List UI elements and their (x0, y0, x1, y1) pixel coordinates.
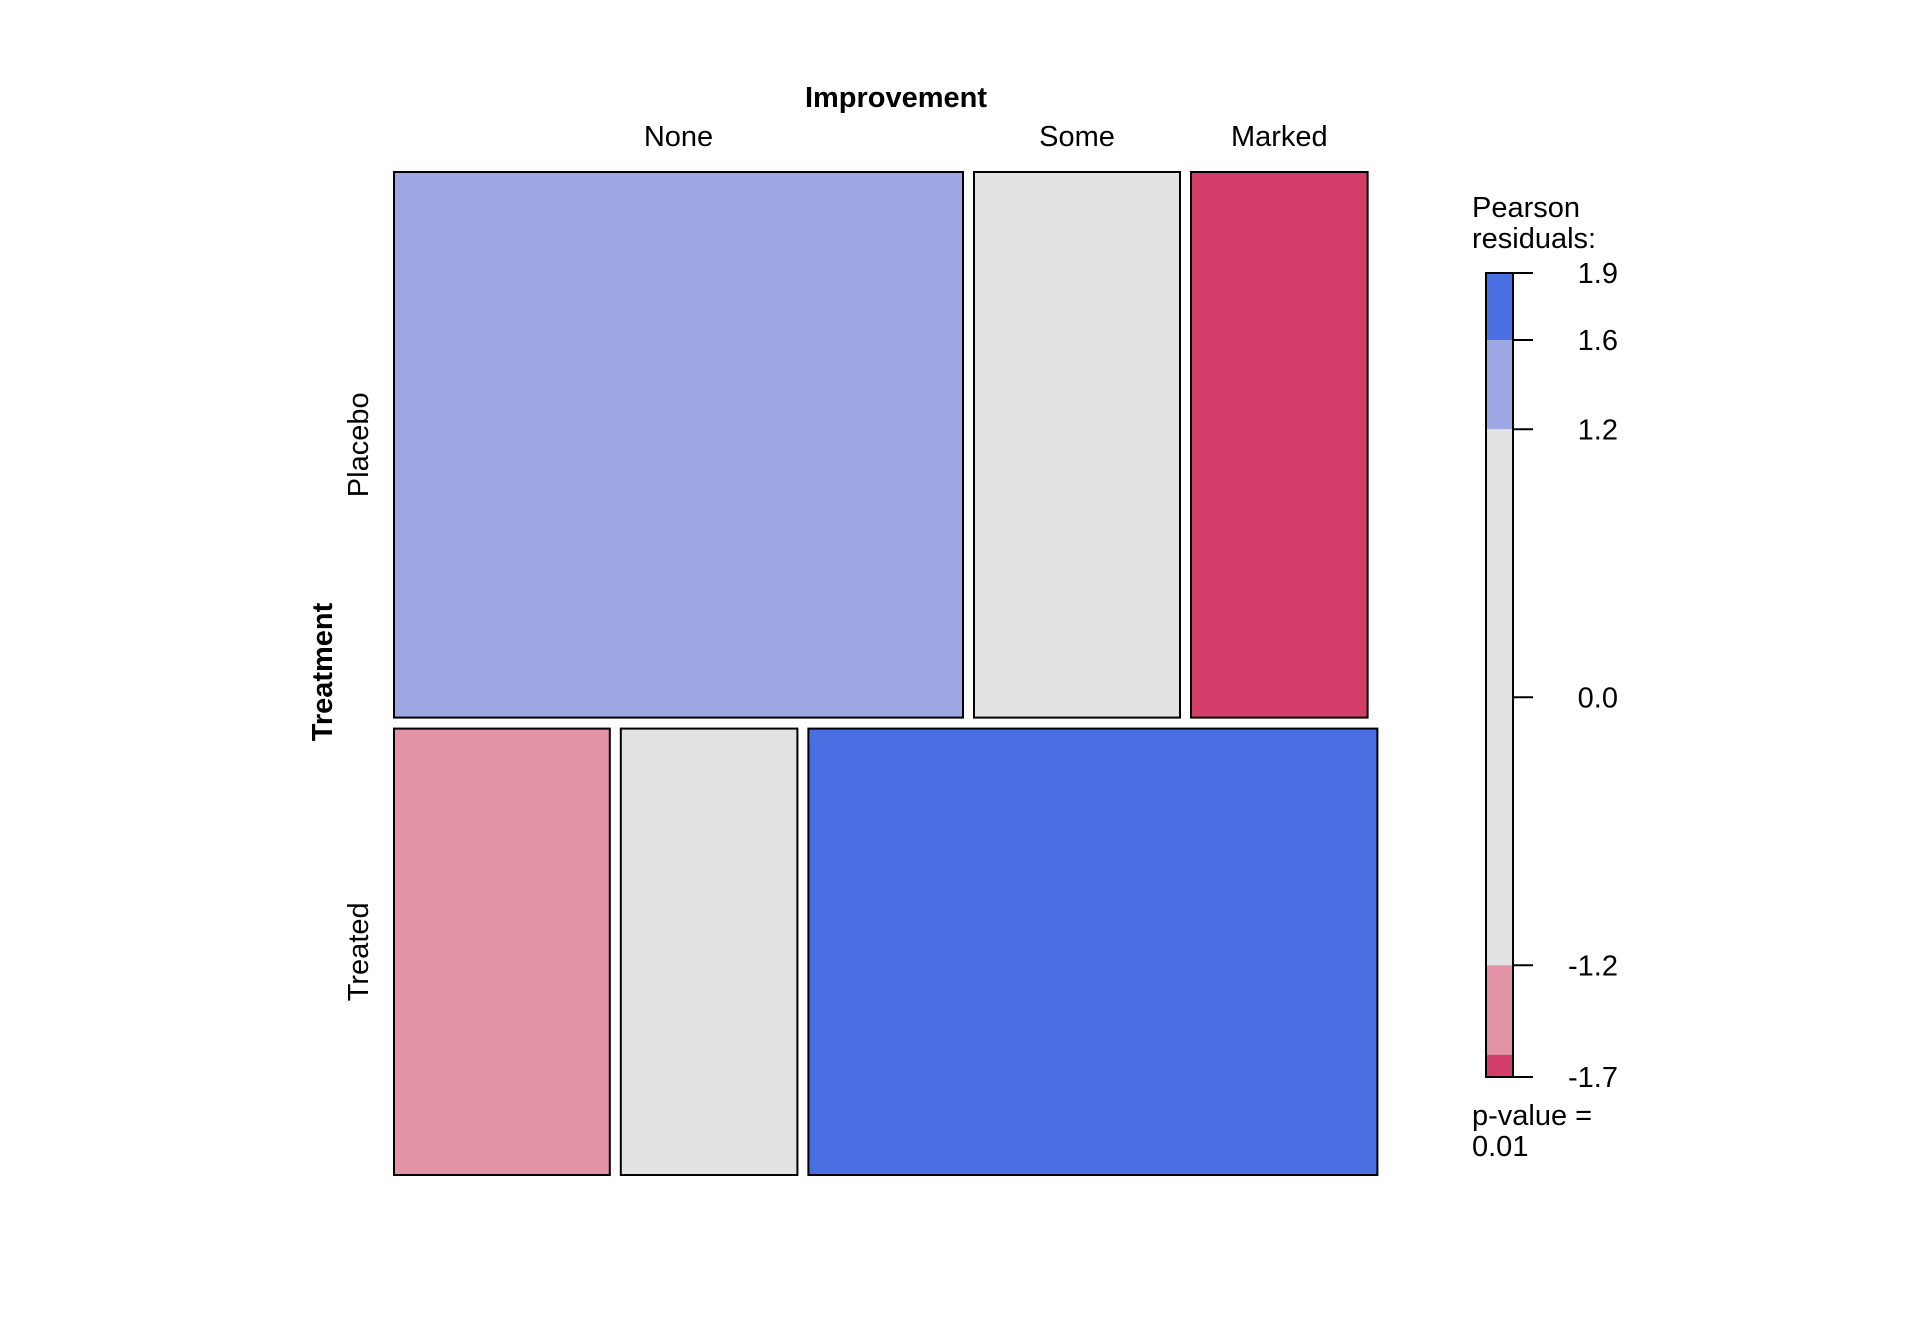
tile-placebo-some (973, 171, 1181, 719)
column-label-some: Some (1039, 121, 1115, 153)
column-label-marked: Marked (1231, 121, 1328, 153)
column-variable-title: Improvement (805, 82, 987, 114)
legend-tick-label: 1.9 (1578, 258, 1618, 290)
pvalue-label-line1: p-value = (1472, 1100, 1592, 1132)
tile-placebo-marked (1190, 171, 1369, 719)
legend-band-2 (1486, 429, 1513, 966)
tile-placebo-none (393, 171, 964, 719)
row-label-treated: Treated (343, 902, 375, 1001)
legend-band-1 (1486, 340, 1513, 430)
legend-frame (1485, 272, 1514, 1078)
tile-treated-some (619, 727, 799, 1176)
legend-title-line2: residuals: (1472, 223, 1596, 255)
row-variable-title: Treatment (307, 602, 339, 741)
legend-band-4 (1486, 1054, 1513, 1077)
column-labels: None Some Marked (644, 121, 1328, 153)
legend-band-0 (1486, 273, 1513, 340)
legend-tick-label: -1.2 (1568, 950, 1618, 982)
legend-title-line1: Pearson (1472, 192, 1580, 224)
row-labels: Placebo Treated (343, 392, 375, 1001)
legend-tick-label: 1.2 (1578, 414, 1618, 446)
legend-ticks: 1.9 1.6 1.2 0.0 -1.2 -1.7 (1513, 258, 1618, 1094)
legend-color-bands (1486, 273, 1513, 1077)
residual-legend: Pearson residuals: 1.91.61.20.0-1.2-1.7 … (1472, 192, 1618, 1163)
tile-treated-marked (807, 727, 1379, 1176)
column-label-none: None (644, 121, 713, 153)
tile-treated-none (393, 727, 611, 1176)
mosaic-tiles (393, 171, 1379, 1176)
legend-tick-label: 1.6 (1578, 325, 1618, 357)
legend-tick-label: -1.7 (1568, 1062, 1618, 1094)
legend-band-3 (1486, 965, 1513, 1055)
row-label-placebo: Placebo (343, 392, 375, 497)
legend-tick-label: 0.0 (1578, 682, 1618, 714)
pvalue-label-line2: 0.01 (1472, 1131, 1528, 1163)
